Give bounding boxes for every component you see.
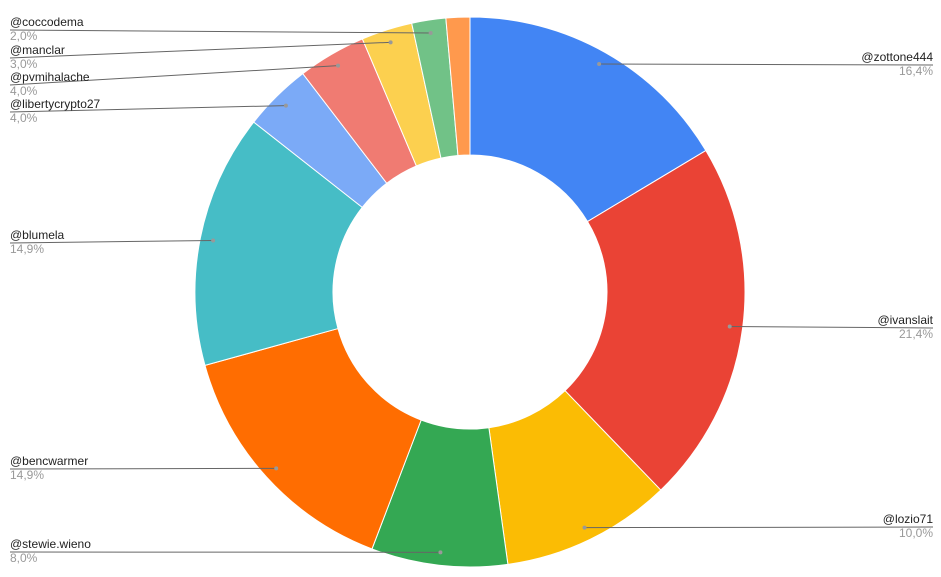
slice-label: @blumela xyxy=(10,228,65,242)
leader-dot xyxy=(336,63,341,68)
leader-dot xyxy=(582,525,587,530)
slice-label: @lozio71 xyxy=(883,512,934,526)
slice-label: @libertycrypto27 xyxy=(10,97,101,111)
leader-dot xyxy=(388,40,393,45)
slice-value-label: 4,0% xyxy=(10,111,38,125)
leader-line xyxy=(9,467,277,470)
leader-line xyxy=(584,526,934,529)
leader-dot xyxy=(428,30,433,35)
slice-value-label: 4,0% xyxy=(10,84,38,98)
slice xyxy=(204,327,422,550)
leader-dot xyxy=(211,238,216,243)
slice-label: @zottone444 xyxy=(861,50,933,64)
leader-dot xyxy=(727,324,732,329)
slice-value-label: 14,9% xyxy=(10,242,44,256)
slice xyxy=(564,149,746,491)
slice xyxy=(445,16,471,157)
slice-label: @bencwarmer xyxy=(10,454,88,468)
slice-label: @manclar xyxy=(10,43,65,57)
slice-value-label: 21,4% xyxy=(899,327,933,341)
slice-label: @stewie.wieno xyxy=(10,537,91,551)
leader-dot xyxy=(274,466,279,471)
leader-line xyxy=(9,29,431,34)
leader-dot xyxy=(283,103,288,108)
slice-value-label: 16,4% xyxy=(899,64,933,78)
slice-label: @ivanslait xyxy=(877,313,933,327)
slice-label: @pvmihalache xyxy=(10,70,90,84)
slice-value-label: 10,0% xyxy=(899,526,933,540)
slice-value-label: 8,0% xyxy=(10,551,38,565)
leader-dot xyxy=(438,550,443,555)
slice-value-label: 14,9% xyxy=(10,468,44,482)
leader-line xyxy=(9,65,339,86)
leader-line xyxy=(599,63,934,66)
slice xyxy=(469,16,707,223)
slice-label: @coccodema xyxy=(10,15,84,29)
leader-line xyxy=(9,239,214,244)
slice xyxy=(194,121,363,367)
leader-line xyxy=(729,325,934,329)
leader-line xyxy=(9,105,286,113)
leader-dot xyxy=(597,62,602,67)
slice-value-label: 2,0% xyxy=(10,29,38,43)
leader-line xyxy=(9,41,391,59)
slice-value-label: 3,0% xyxy=(10,57,38,71)
